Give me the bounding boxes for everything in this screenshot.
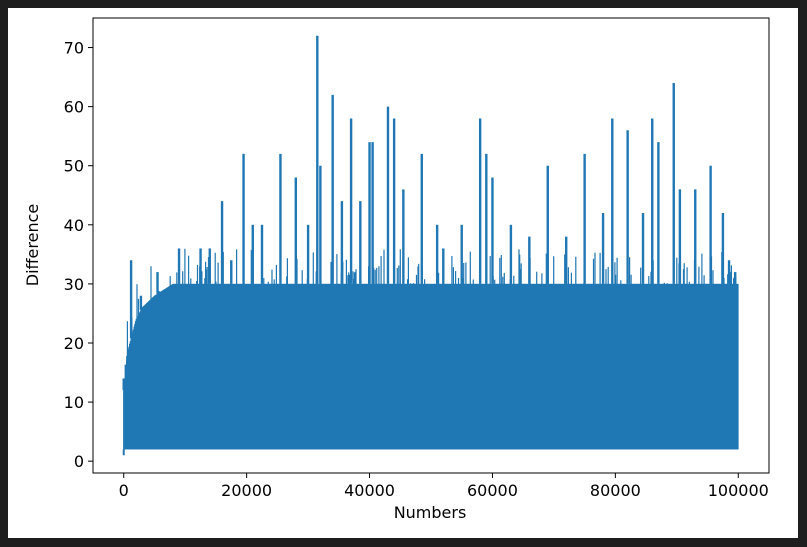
plot-area [122, 35, 739, 456]
chart-frame: 0 10 20 30 40 50 60 70 0 20000 40000 60000 80000 100… [8, 8, 798, 538]
y-tick-label: 40 [64, 216, 84, 235]
x-tick-label: 40000 [344, 481, 395, 500]
x-tick-label: 100000 [708, 481, 769, 500]
x-axis-title: Numbers [394, 503, 467, 522]
axes-frame [92, 17, 770, 474]
x-tick-label: 80000 [590, 481, 641, 500]
x-axis: 0 20000 40000 60000 80000 100000 [119, 473, 769, 500]
y-tick-label: 10 [64, 393, 84, 412]
x-tick-label: 60000 [467, 481, 518, 500]
y-axis: 0 10 20 30 40 50 60 70 [64, 39, 93, 471]
x-tick-label: 0 [119, 481, 129, 500]
y-tick-label: 70 [64, 39, 84, 58]
y-axis-title: Difference [23, 204, 42, 286]
line-chart: 0 10 20 30 40 50 60 70 0 20000 40000 60000 80000 100… [23, 17, 770, 522]
y-tick-label: 60 [64, 98, 84, 117]
y-tick-label: 50 [64, 157, 84, 176]
y-tick-label: 0 [74, 452, 84, 471]
y-tick-label: 20 [64, 334, 84, 353]
y-tick-label: 30 [64, 275, 84, 294]
x-tick-label: 20000 [221, 481, 272, 500]
series-texture [123, 248, 739, 450]
